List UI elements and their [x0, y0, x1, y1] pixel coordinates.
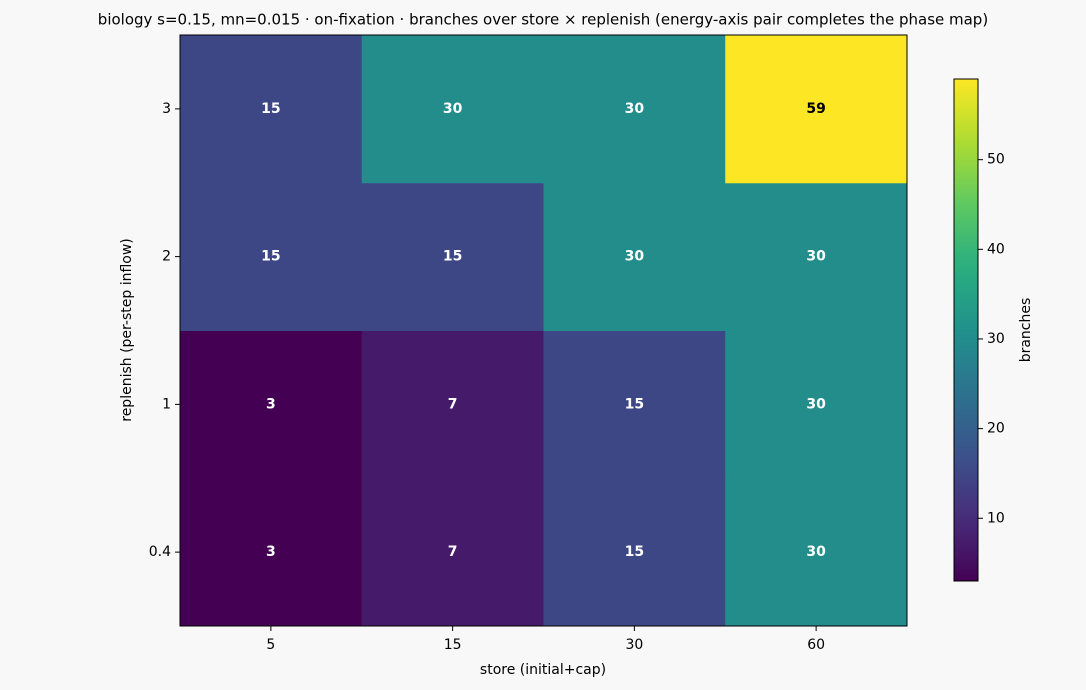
heatmap-cell — [361, 478, 544, 627]
value-label: 30 — [806, 544, 826, 560]
value-label: 15 — [625, 396, 644, 412]
value-label: 15 — [261, 249, 280, 265]
heatmap-cell — [543, 35, 726, 184]
value-label: 7 — [448, 544, 458, 560]
colorbar — [953, 78, 979, 582]
heatmap-cell — [725, 182, 908, 331]
value-label: 3 — [266, 544, 276, 560]
colorbar-tick-label: 30 — [987, 331, 1005, 347]
colorbar-tick-label: 40 — [987, 241, 1005, 257]
value-label: 59 — [806, 101, 825, 117]
value-label: 30 — [625, 249, 645, 265]
value-label: 3 — [266, 396, 276, 412]
value-label: 30 — [806, 249, 826, 265]
value-label: 15 — [261, 101, 280, 117]
heatmap-cell — [543, 182, 726, 331]
colorbar-tick-label: 10 — [987, 510, 1005, 526]
colorbar-label: branches — [1018, 298, 1034, 363]
value-label: 15 — [443, 249, 462, 265]
value-label: 15 — [625, 544, 644, 560]
heatmap-cell — [725, 330, 908, 479]
value-label: 30 — [806, 396, 826, 412]
heatmap-cell — [180, 35, 363, 184]
heatmap-cell — [180, 182, 363, 331]
x-tick-label: 5 — [266, 637, 275, 653]
heatmap-cell — [180, 478, 363, 627]
x-tick-label: 60 — [807, 637, 825, 653]
heatmap-cell — [543, 330, 726, 479]
chart-title: biology s=0.15, mn=0.015 · on-fixation ·… — [98, 11, 988, 29]
x-tick-label: 30 — [625, 637, 643, 653]
plot-frame — [179, 34, 908, 627]
colorbar-tick-label: 50 — [987, 152, 1005, 168]
heatmap-cell — [543, 478, 726, 627]
heatmap-cell — [180, 330, 363, 479]
x-tick-label: 15 — [444, 637, 462, 653]
y-axis-label: replenish (per-step inflow) — [119, 238, 135, 422]
heatmap-cell — [725, 35, 908, 184]
y-tick-label: 1 — [162, 396, 171, 412]
heatmap-cell — [361, 330, 544, 479]
x-axis-label: store (initial+cap) — [480, 662, 606, 678]
colorbar-tick-label: 20 — [987, 421, 1005, 437]
y-tick-label: 2 — [162, 249, 171, 265]
heatmap-cell — [361, 182, 544, 331]
y-tick-label: 3 — [162, 101, 171, 117]
heatmap-cell — [725, 478, 908, 627]
value-label: 30 — [625, 101, 645, 117]
value-label: 30 — [443, 101, 463, 117]
y-tick-label: 0.4 — [149, 544, 171, 560]
value-label: 7 — [448, 396, 458, 412]
heatmap-cell — [361, 35, 544, 184]
